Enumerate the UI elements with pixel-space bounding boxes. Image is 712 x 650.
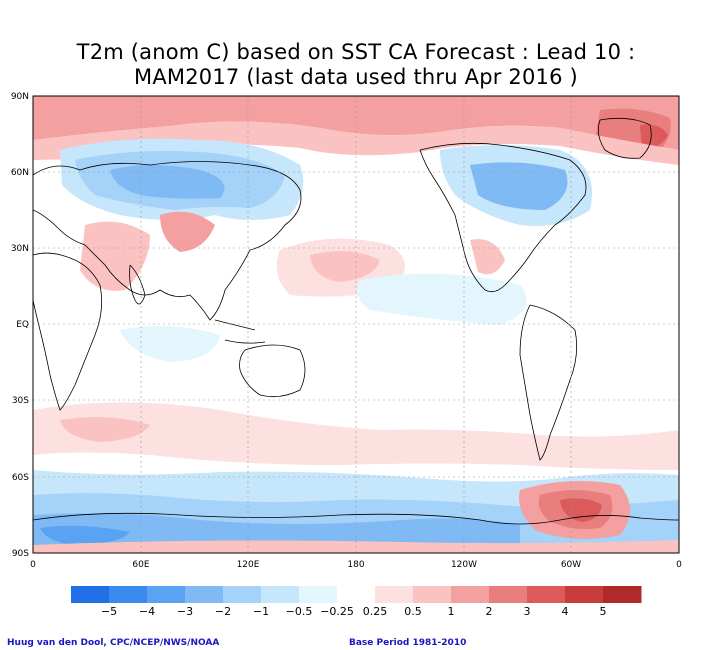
npacific-warm-core — [310, 251, 380, 282]
lat-axis: 90N 60N 30N EQ 30S 60S 90S — [11, 92, 29, 559]
lat-label: 30N — [11, 244, 29, 254]
namerica-coast — [419, 142, 587, 293]
asia-warm-region — [80, 221, 150, 291]
colorbar-label: −0.25 — [320, 605, 354, 618]
arctic-warm-inner — [640, 124, 668, 149]
colorbar-swatch — [109, 586, 148, 603]
lon-label: 0 — [676, 560, 682, 570]
indonesia-coast — [214, 319, 266, 344]
antarctica-coast — [33, 512, 679, 525]
colorbar-swatch — [565, 586, 604, 603]
colorbar-swatch — [223, 586, 262, 603]
gridlines — [33, 96, 679, 553]
arctic-light-warm — [33, 121, 679, 165]
colorbar-label: 1 — [448, 605, 455, 618]
namerica-cold-core — [470, 162, 568, 210]
colorbar-label: 0.25 — [363, 605, 388, 618]
credit-author: Huug van den Dool, CPC/NCEP/NWS/NOAA — [7, 638, 220, 648]
lon-axis: 0 60E 120E 180 120W 60W 0 — [30, 560, 682, 570]
colorbar: −5 −4 −3 −2 −1 −0.5 −0.25 0.25 0.5 1 2 3 4 5 — [71, 586, 642, 618]
coastlines — [33, 117, 679, 525]
lon-label: 60E — [132, 560, 149, 570]
colorbar-swatch — [603, 586, 642, 603]
lon-label: 120E — [237, 560, 260, 570]
samerica-coast — [519, 304, 578, 461]
colorbar-swatch — [185, 586, 224, 603]
colorbar-swatch — [489, 586, 528, 603]
lat-label: 90N — [11, 92, 29, 102]
lat-label: 30S — [12, 396, 29, 406]
lon-label: 60W — [561, 560, 581, 570]
credit-base-period: Base Period 1981-2010 — [349, 638, 467, 648]
colorbar-label: 3 — [524, 605, 531, 618]
antarctic-cold-strong — [40, 525, 130, 545]
colorbar-label: 2 — [486, 605, 493, 618]
title-line-1: T2m (anom C) based on SST CA Forecast : … — [76, 40, 636, 64]
lat-label: EQ — [16, 320, 29, 330]
colorbar-label: −3 — [177, 605, 193, 618]
lat-label: 60S — [12, 473, 29, 483]
title-line-2: MAM2017 (last data used thru Apr 2016 ) — [134, 65, 578, 89]
colorbar-swatch — [299, 586, 338, 603]
eurasia-coast — [33, 161, 302, 321]
colorbar-swatch — [71, 586, 110, 603]
lon-label: 120W — [451, 560, 477, 570]
tibet-warm-region — [160, 211, 215, 252]
colorbar-swatch — [527, 586, 566, 603]
colorbar-label: 5 — [600, 605, 607, 618]
colorbar-label: −1 — [253, 605, 269, 618]
colorbar-swatch — [337, 586, 376, 603]
plot-frame — [32, 95, 680, 554]
australia-coast — [239, 344, 306, 398]
lon-label: 180 — [347, 560, 364, 570]
colorbar-label: −5 — [101, 605, 117, 618]
eurasia-cold-core — [110, 165, 225, 199]
tropical-cool-region — [356, 273, 527, 325]
colorbar-swatch — [261, 586, 300, 603]
anomaly-field — [33, 96, 679, 553]
indian-cool-region — [120, 326, 220, 362]
colorbar-label: −4 — [139, 605, 155, 618]
greenland-coast — [597, 117, 652, 159]
southern-warm-core — [60, 416, 150, 442]
colorbar-label: −0.5 — [286, 605, 313, 618]
lon-label: 0 — [30, 560, 36, 570]
colorbar-label: 4 — [562, 605, 569, 618]
colorbar-swatch — [413, 586, 452, 603]
india-coast — [129, 264, 146, 305]
lat-label: 60N — [11, 168, 29, 178]
africa-coast — [33, 252, 103, 411]
colorbar-swatch — [451, 586, 490, 603]
colorbar-label: 0.5 — [404, 605, 422, 618]
lat-label: 90S — [12, 549, 29, 559]
colorbar-swatch — [147, 586, 186, 603]
colorbar-label: −2 — [215, 605, 231, 618]
colorbar-swatch — [375, 586, 414, 603]
